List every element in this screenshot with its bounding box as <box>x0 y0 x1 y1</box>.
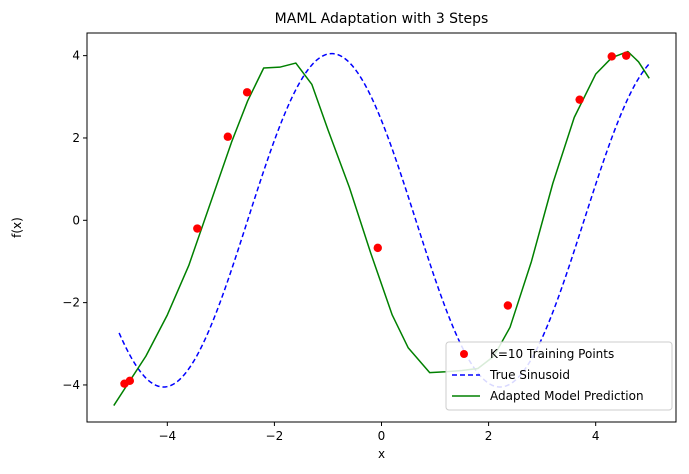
x-tick-label: 2 <box>485 429 493 443</box>
training-point <box>622 51 631 60</box>
x-axis-label: x <box>378 447 385 461</box>
axis-ticks: −4 −2 0 2 4 −4 −2 0 2 4 <box>62 49 599 443</box>
x-tick-label: 0 <box>378 429 386 443</box>
y-tick-label: 2 <box>72 131 80 145</box>
plot-area <box>113 50 650 406</box>
x-tick-label: −2 <box>266 429 284 443</box>
legend-marker-training-points <box>460 350 468 358</box>
legend: K=10 Training Points True Sinusoid Adapt… <box>445 341 673 411</box>
x-tick-label: 4 <box>592 429 600 443</box>
series-true-sinusoid <box>118 52 650 388</box>
x-tick-label: −4 <box>158 429 176 443</box>
training-point <box>242 88 252 97</box>
y-tick-label: 4 <box>72 49 80 63</box>
legend-label-training-points: K=10 Training Points <box>490 347 614 361</box>
chart-title: MAML Adaptation with 3 Steps <box>275 11 489 27</box>
y-tick-label: −4 <box>62 378 80 392</box>
training-point <box>223 132 233 141</box>
y-tick-label: −2 <box>62 296 80 310</box>
training-point <box>193 224 202 233</box>
y-axis-label: f(x) <box>10 217 24 238</box>
y-tick-label: 0 <box>72 213 80 227</box>
series-adapted-prediction <box>113 50 650 406</box>
legend-box <box>445 341 673 411</box>
training-point <box>575 95 584 104</box>
legend-label-true-sinusoid: True Sinusoid <box>489 368 570 382</box>
training-point <box>607 52 616 61</box>
legend-label-adapted-prediction: Adapted Model Prediction <box>490 389 644 403</box>
training-point <box>373 243 382 253</box>
training-point <box>503 301 513 310</box>
training-point <box>125 376 135 386</box>
